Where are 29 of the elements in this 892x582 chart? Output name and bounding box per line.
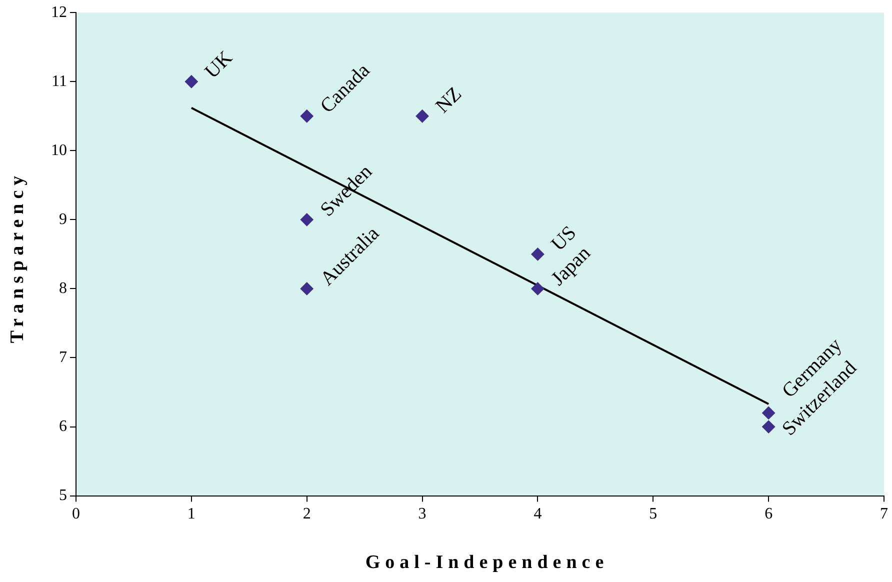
point <box>184 75 198 88</box>
annotation: NZ <box>432 82 466 118</box>
x-tick-label: 5 <box>649 506 658 523</box>
annotation: UK <box>200 46 238 83</box>
x-tick-label: 1 <box>187 506 196 523</box>
y-tick-label: 10 <box>51 142 67 159</box>
x-axis-title: Goal-Independence <box>364 552 610 574</box>
point <box>300 282 314 296</box>
point <box>762 406 776 420</box>
x-tick-label: 3 <box>418 506 426 523</box>
y-tick-label: 8 <box>59 280 67 297</box>
point <box>416 110 429 123</box>
point <box>300 110 314 123</box>
x-tick-label: 4 <box>534 506 542 523</box>
x-tick-label: 2 <box>302 506 311 523</box>
point <box>531 282 544 296</box>
y-tick-label: 12 <box>51 4 67 21</box>
y-tick-label: 7 <box>59 348 67 366</box>
y-tick-label: 6 <box>59 418 67 435</box>
y-tick-label: 5 <box>59 487 67 504</box>
point <box>531 248 544 261</box>
x-tick-label: 7 <box>880 506 888 523</box>
point <box>300 213 314 226</box>
y-tick-label: 11 <box>52 72 67 90</box>
point <box>762 420 776 434</box>
x-tick-label: 0 <box>72 506 80 523</box>
y-tick-label: 9 <box>59 210 67 228</box>
y-axis-title: Transparency <box>7 170 29 344</box>
x-tick-label: 6 <box>764 506 773 523</box>
